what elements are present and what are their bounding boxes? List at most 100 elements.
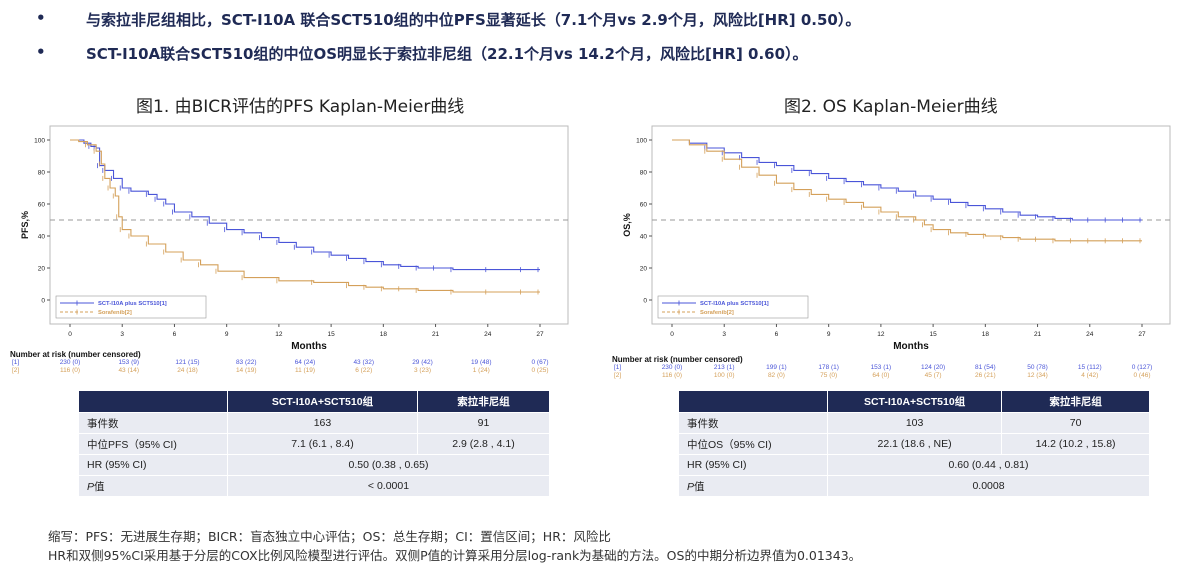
risk-cell: 0 (127): [1131, 364, 1153, 371]
risk-cell: 45 (7): [924, 372, 942, 379]
table-cell: 163: [227, 412, 418, 434]
risk-cell: 230 (0): [661, 364, 683, 371]
y-tick-label: 60: [38, 202, 46, 209]
y-tick-label: 100: [636, 138, 647, 145]
y-tick-label: 60: [640, 202, 648, 209]
legend-label: Sorafenib[2]: [700, 310, 734, 316]
os-summary-table: SCT-I10A+SCT510组 索拉非尼组 事件数 103 70 中位OS（95% CI…: [678, 390, 1150, 497]
table-header-cell: SCT-I10A+SCT510组: [826, 390, 1003, 413]
table-cell-combined: 0.0008: [827, 475, 1150, 497]
x-tick-label: 21: [432, 331, 440, 338]
risk-cell: 83 (22): [235, 359, 257, 366]
table-row: 中位PFS（95% CI) 7.1 (6.1 , 8.4) 2.9 (2.8 , 4…: [78, 433, 551, 455]
x-tick-label: 21: [1034, 331, 1042, 338]
footnote-abbreviations: 缩写：PFS：无进展生存期；BICR：盲态独立中心评估；OS：总生存期；CI：置…: [48, 529, 611, 544]
risk-cell: 15 (112): [1077, 364, 1102, 371]
table-cell-combined: 0.50 (0.38 , 0.65): [227, 454, 550, 476]
x-tick-label: 18: [380, 331, 388, 338]
y-tick-label: 80: [640, 170, 648, 177]
risk-cell: 0 (46): [1133, 372, 1151, 379]
risk-cell: 124 (20): [921, 364, 946, 371]
risk-row-label: [1]: [12, 359, 20, 366]
risk-table-header: Number at risk (number censored): [612, 355, 743, 364]
table-cell-combined: < 0.0001: [227, 475, 550, 497]
y-axis-label: PFS,%: [20, 211, 30, 239]
plot-frame: [651, 125, 1171, 325]
table-row-label: 事件数: [78, 412, 228, 434]
x-tick-label: 0: [670, 331, 674, 338]
risk-cell: 64 (24): [294, 359, 316, 366]
legend-box: [55, 295, 207, 319]
risk-table-os: Number at risk (number censored) [1] 230 …: [612, 355, 1172, 385]
table-header-cell: 索拉非尼组: [416, 390, 551, 413]
risk-cell: 29 (42): [412, 359, 433, 366]
y-tick-label: 40: [38, 234, 46, 241]
os-km-chart: 0 20 40 60 80 100 0 3 6 9 12 15 18 21 24 27 Months OS,% SC…: [622, 125, 1171, 350]
x-tick-label: 12: [877, 331, 885, 338]
risk-table-header: Number at risk (number censored): [10, 350, 141, 359]
plot-frame: [49, 125, 569, 325]
x-axis-label: Months: [893, 341, 929, 350]
x-tick-label: 27: [1138, 331, 1146, 338]
risk-cell: 116 (0): [59, 367, 81, 374]
table-row: P值 < 0.0001: [78, 475, 550, 497]
table-header-cell: 索拉非尼组: [1001, 390, 1150, 413]
risk-cell: 24 (18): [177, 367, 198, 374]
risk-cell: 153 (1): [870, 364, 892, 371]
risk-cell: 178 (1): [818, 364, 839, 371]
risk-cell: 3 (23): [414, 367, 431, 374]
table-row-label: 中位OS（95% CI): [678, 433, 828, 455]
series-line-1: [70, 139, 540, 271]
x-tick-label: 24: [1086, 331, 1094, 338]
bullet-mark: •: [36, 43, 46, 61]
risk-cell: 19 (48): [470, 359, 492, 366]
y-tick-label: 20: [640, 266, 648, 273]
figure-2-title: 图2. OS Kaplan-Meier曲线: [784, 97, 998, 117]
risk-cell: 82 (0): [767, 372, 785, 379]
y-tick-label: 40: [640, 234, 648, 241]
risk-cell: 116 (0): [661, 372, 683, 379]
table-row: 事件数 103 70: [678, 412, 1150, 434]
y-tick-label: 0: [643, 298, 647, 305]
x-tick-label: 27: [536, 331, 544, 338]
risk-cell: 153 (9): [118, 359, 140, 366]
y-axis-label: OS,%: [622, 213, 632, 237]
pfs-summary-table: SCT-I10A+SCT510组 索拉非尼组 事件数 163 91 中位PFS（95% C…: [78, 390, 551, 497]
y-tick-label: 20: [38, 266, 46, 273]
table-header-cell: SCT-I10A+SCT510组: [227, 390, 418, 413]
x-tick-label: 6: [173, 331, 177, 338]
x-tick-label: 15: [929, 331, 937, 338]
table-row-label: 事件数: [678, 412, 828, 434]
risk-cell: 11 (19): [294, 367, 316, 374]
x-axis-label: Months: [291, 341, 327, 350]
x-tick-label: 0: [68, 331, 72, 338]
x-tick-label: 3: [722, 331, 726, 338]
table-row-label: P值: [678, 475, 828, 497]
risk-cell: 75 (0): [820, 372, 838, 379]
table-row: HR (95% CI) 0.60 (0.44 , 0.81): [678, 454, 1150, 476]
figure-1-title: 图1. 由BICR评估的PFS Kaplan-Meier曲线: [136, 97, 465, 117]
table-row-label: 中位PFS（95% CI): [78, 433, 228, 455]
risk-cell: 43 (14): [118, 367, 140, 374]
table-row: HR (95% CI) 0.50 (0.38 , 0.65): [78, 454, 550, 476]
legend-label: SCT-I10A plus SCT510[1]: [700, 301, 769, 307]
risk-cell: 0 (67): [531, 359, 549, 366]
table-cell: 14.2 (10.2 , 15.8): [1001, 433, 1150, 455]
table-row: 中位OS（95% CI) 22.1 (18.6 , NE) 14.2 (10.2 ,…: [678, 433, 1150, 455]
table-header-blank: [78, 390, 228, 413]
risk-cell: 26 (21): [975, 372, 996, 379]
table-cell: 22.1 (18.6 , NE): [826, 433, 1003, 455]
risk-cell: 50 (78): [1027, 364, 1048, 371]
risk-cell: 4 (42): [1081, 372, 1099, 379]
risk-cell: 43 (32): [353, 359, 375, 366]
risk-cell: 230 (0): [59, 359, 81, 366]
risk-cell: 213 (1): [713, 364, 735, 371]
risk-cell: 12 (34): [1027, 372, 1048, 379]
risk-row-label: [1]: [614, 364, 622, 371]
y-tick-label: 0: [41, 298, 45, 305]
y-tick-label: 80: [38, 170, 46, 177]
table-row: 事件数 163 91: [78, 412, 551, 434]
legend-label: Sorafenib[2]: [98, 310, 132, 316]
series-line-1: [672, 139, 1142, 221]
risk-row-label: [2]: [614, 372, 622, 379]
